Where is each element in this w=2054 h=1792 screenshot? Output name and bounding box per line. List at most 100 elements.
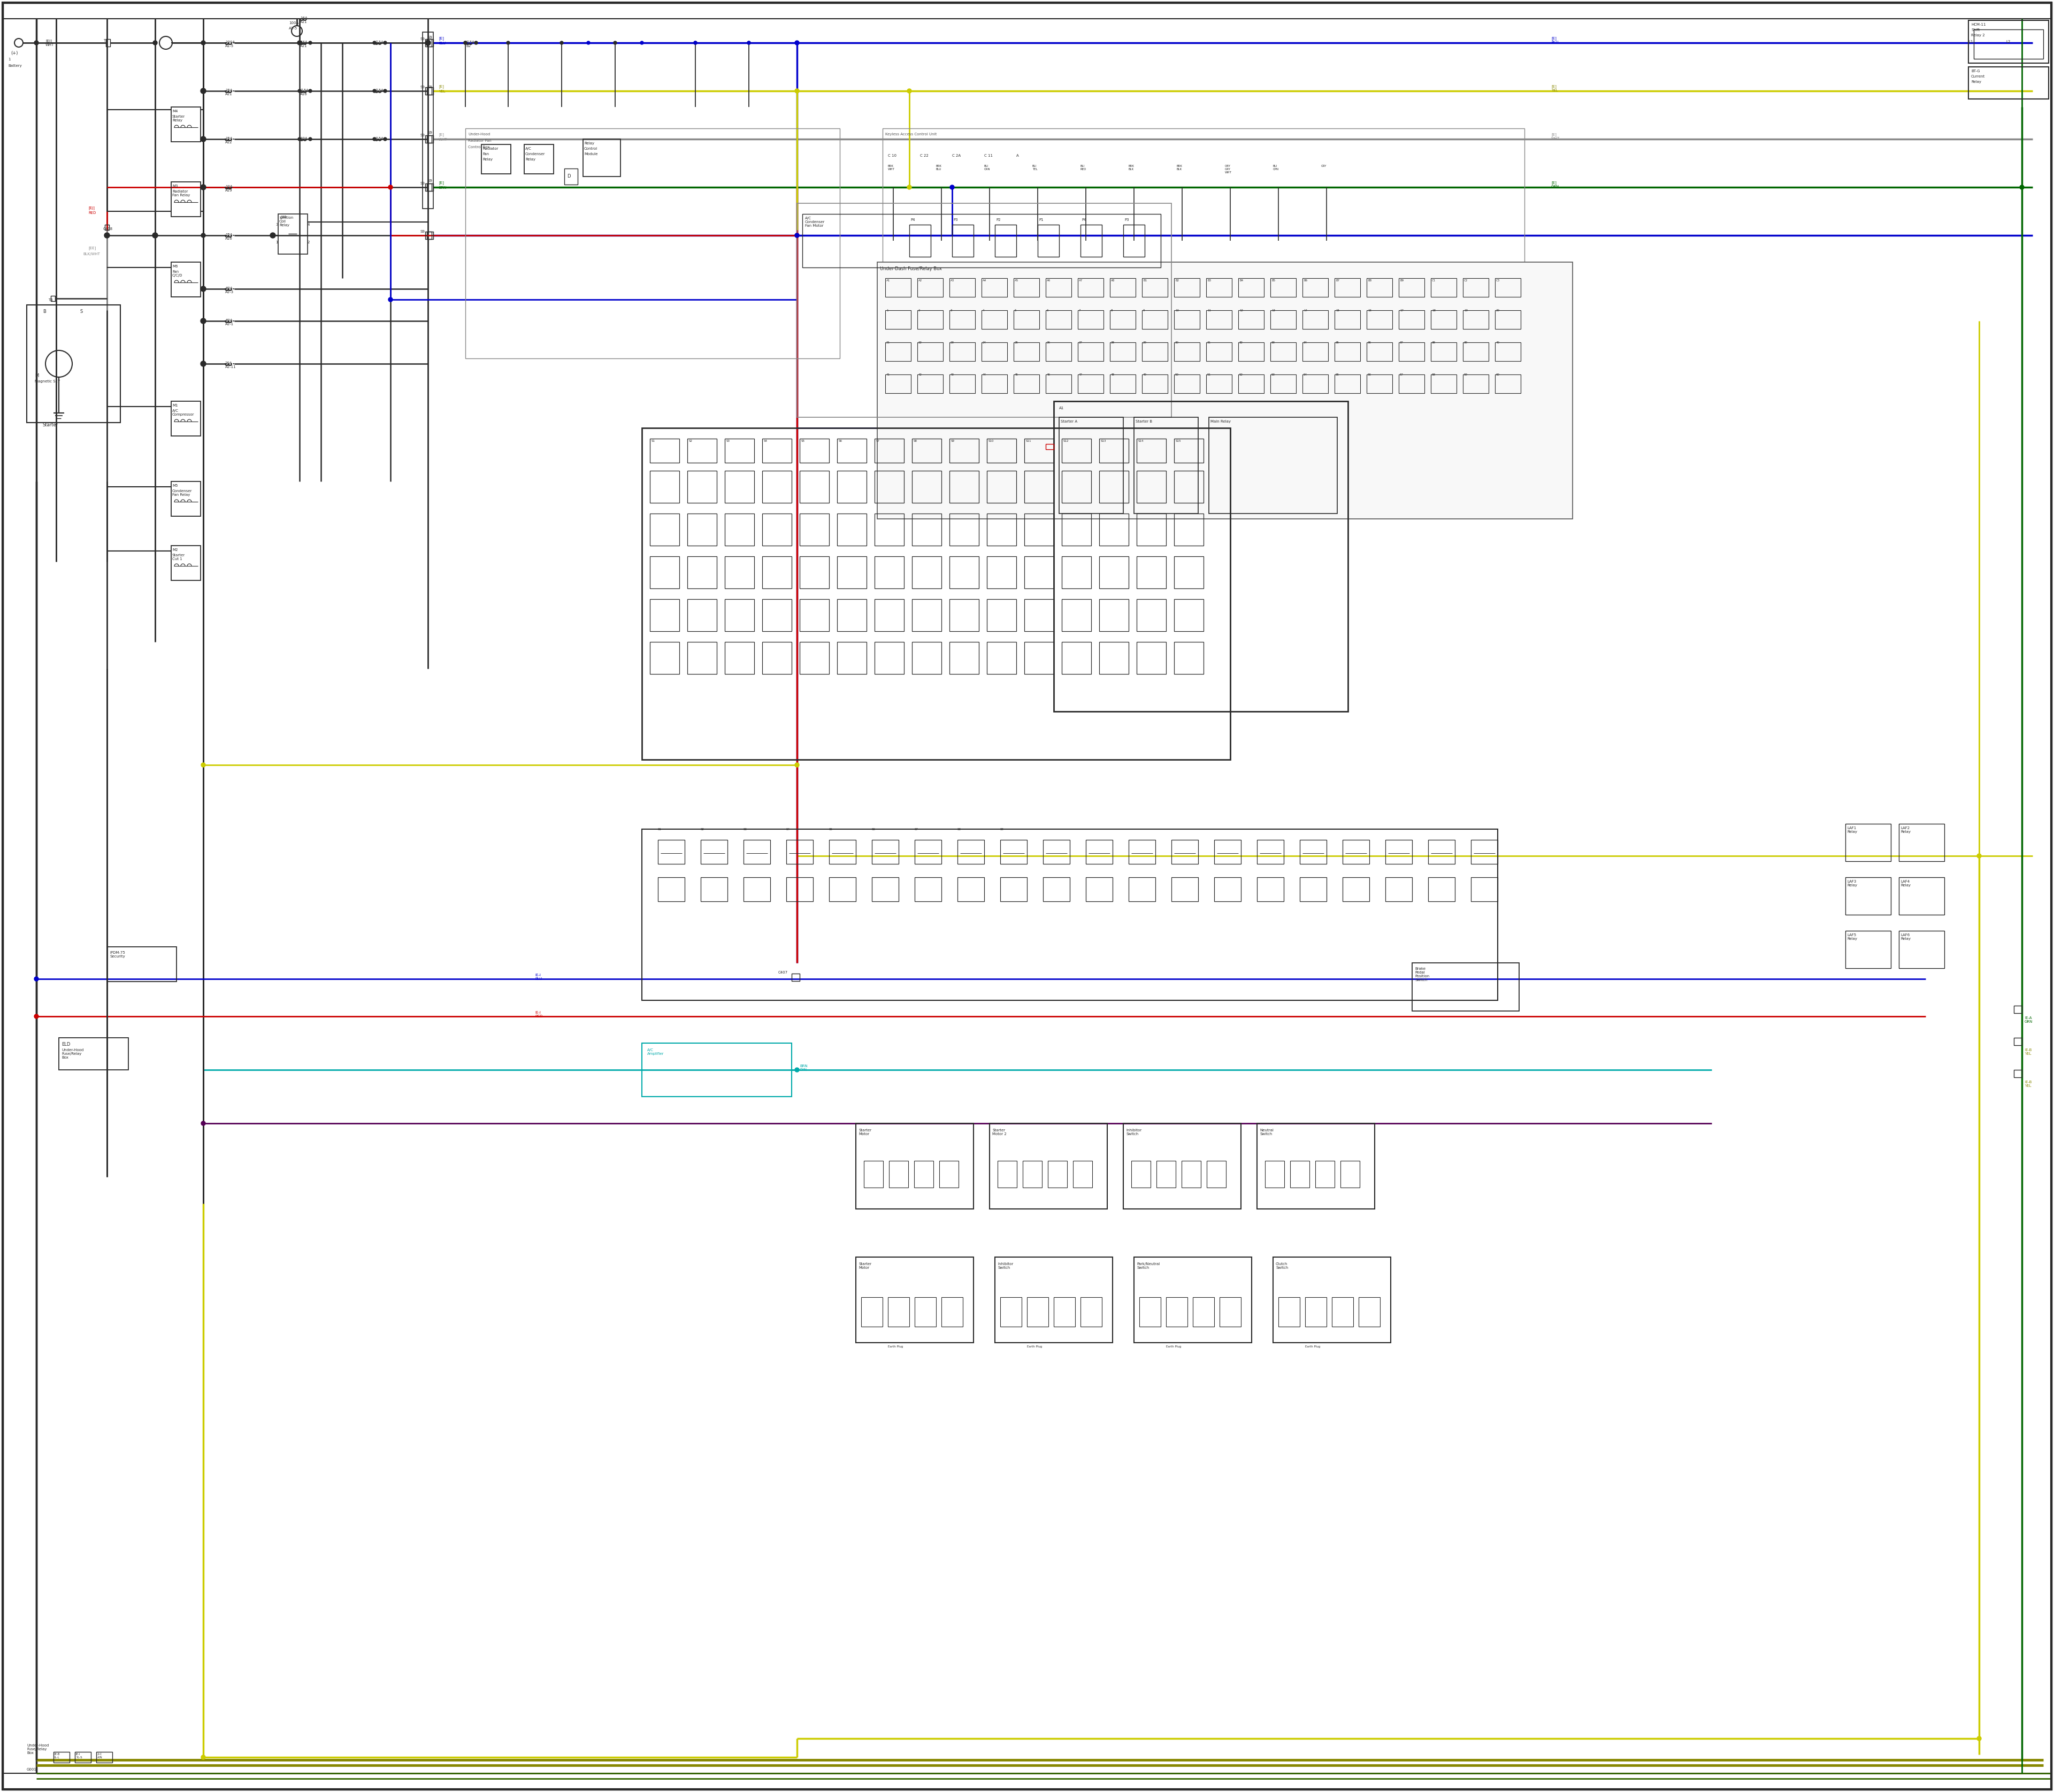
Text: 15A
A22: 15A A22 — [226, 136, 232, 143]
Bar — [1898, 878, 1945, 914]
Bar — [986, 471, 1017, 504]
Bar — [986, 514, 1017, 545]
Text: B8: B8 — [1368, 280, 1372, 281]
Bar — [1300, 878, 1327, 901]
Circle shape — [298, 138, 302, 142]
Bar — [1968, 66, 2048, 99]
Text: Starter: Starter — [43, 423, 58, 428]
Circle shape — [35, 41, 39, 45]
Bar — [1278, 1297, 1300, 1326]
Text: B5: B5 — [1271, 280, 1276, 281]
Text: RED: RED — [88, 211, 97, 215]
Text: B3: B3 — [1208, 280, 1212, 281]
Text: S5: S5 — [801, 439, 805, 443]
Text: 13: 13 — [1271, 310, 1276, 312]
Text: 37: 37 — [1401, 340, 1403, 344]
Text: B4: B4 — [1239, 280, 1243, 281]
Text: ORY
GRY
WHT: ORY GRY WHT — [1224, 165, 1232, 174]
Circle shape — [374, 138, 376, 142]
Bar — [1175, 310, 1200, 330]
Text: BRK
WHT: BRK WHT — [887, 165, 896, 170]
Bar — [649, 599, 680, 631]
Bar — [1136, 439, 1167, 462]
Bar — [1136, 471, 1167, 504]
Text: 14: 14 — [1304, 310, 1306, 312]
Text: Main Relay: Main Relay — [1210, 419, 1230, 423]
Bar — [425, 88, 431, 95]
Bar — [1302, 310, 1329, 330]
Text: Keyless Access Control Unit: Keyless Access Control Unit — [885, 133, 937, 136]
Bar — [762, 556, 791, 588]
Bar — [1471, 878, 1497, 901]
Bar — [1343, 840, 1370, 864]
Text: 3: 3 — [275, 222, 277, 226]
Bar — [889, 1161, 908, 1188]
Text: 4: 4 — [308, 222, 310, 226]
Bar — [170, 181, 201, 217]
Bar — [1257, 840, 1284, 864]
Text: P1: P1 — [1039, 219, 1043, 222]
Bar — [1000, 878, 1027, 901]
Text: IE-B
IL-L: IE-B IL-L — [55, 1753, 60, 1758]
Text: 52: 52 — [1239, 373, 1243, 376]
Bar — [688, 439, 717, 462]
Bar — [949, 471, 980, 504]
Text: G001: G001 — [27, 1769, 37, 1770]
Bar — [1366, 375, 1393, 392]
Bar — [725, 514, 754, 545]
Circle shape — [694, 41, 696, 45]
Bar — [986, 556, 1017, 588]
Text: S10: S10 — [988, 439, 994, 443]
Bar — [1062, 642, 1091, 674]
Bar — [1128, 840, 1154, 864]
Circle shape — [795, 763, 799, 767]
Bar — [1078, 342, 1103, 360]
Text: S8: S8 — [914, 439, 918, 443]
Bar — [1844, 878, 1892, 914]
Text: LAF6
Relay: LAF6 Relay — [1900, 934, 1910, 941]
Bar — [939, 1161, 959, 1188]
Text: Brake
Pedal
Position
Switch: Brake Pedal Position Switch — [1415, 968, 1430, 982]
Text: S9: S9 — [427, 131, 433, 134]
Bar — [1974, 29, 2044, 59]
Text: S9: S9 — [419, 134, 425, 136]
Text: 59: 59 — [1465, 373, 1469, 376]
Bar — [1175, 556, 1204, 588]
Bar — [27, 305, 121, 423]
Text: A2: A2 — [918, 280, 922, 281]
Text: HCM-11: HCM-11 — [1972, 23, 1986, 27]
Bar — [885, 342, 910, 360]
Text: S9: S9 — [427, 86, 433, 90]
Bar — [949, 642, 980, 674]
Bar — [53, 1753, 70, 1763]
Text: 12: 12 — [1239, 310, 1243, 312]
Circle shape — [474, 41, 479, 45]
Text: B1: B1 — [1144, 280, 1146, 281]
Bar — [1013, 375, 1039, 392]
Bar — [649, 642, 680, 674]
Bar — [838, 556, 867, 588]
Bar — [957, 878, 984, 901]
Bar — [875, 439, 904, 462]
Bar — [427, 88, 433, 95]
Circle shape — [201, 185, 205, 190]
Text: Control Box: Control Box — [468, 145, 489, 149]
Bar — [803, 213, 1161, 267]
Circle shape — [908, 185, 912, 190]
Bar — [994, 1256, 1113, 1342]
Circle shape — [201, 88, 205, 93]
Text: 57: 57 — [1401, 373, 1403, 376]
Bar — [1062, 439, 1091, 462]
Text: Relay: Relay — [1972, 81, 1982, 84]
Text: Earth Plug: Earth Plug — [1304, 1346, 1321, 1348]
Bar — [762, 514, 791, 545]
Bar — [949, 439, 980, 462]
Bar — [883, 129, 1524, 289]
Text: [E]: [E] — [440, 36, 444, 39]
Bar — [1495, 310, 1520, 330]
Bar — [1109, 375, 1136, 392]
Text: Earth Plug: Earth Plug — [887, 1346, 904, 1348]
Bar — [1027, 1297, 1048, 1326]
Text: Inhibitor
Switch: Inhibitor Switch — [998, 1262, 1013, 1269]
Circle shape — [388, 297, 392, 301]
